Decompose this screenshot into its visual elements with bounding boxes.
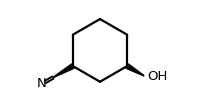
Polygon shape: [126, 64, 144, 76]
Text: N: N: [37, 77, 47, 90]
Text: OH: OH: [147, 70, 167, 83]
Polygon shape: [53, 64, 74, 78]
